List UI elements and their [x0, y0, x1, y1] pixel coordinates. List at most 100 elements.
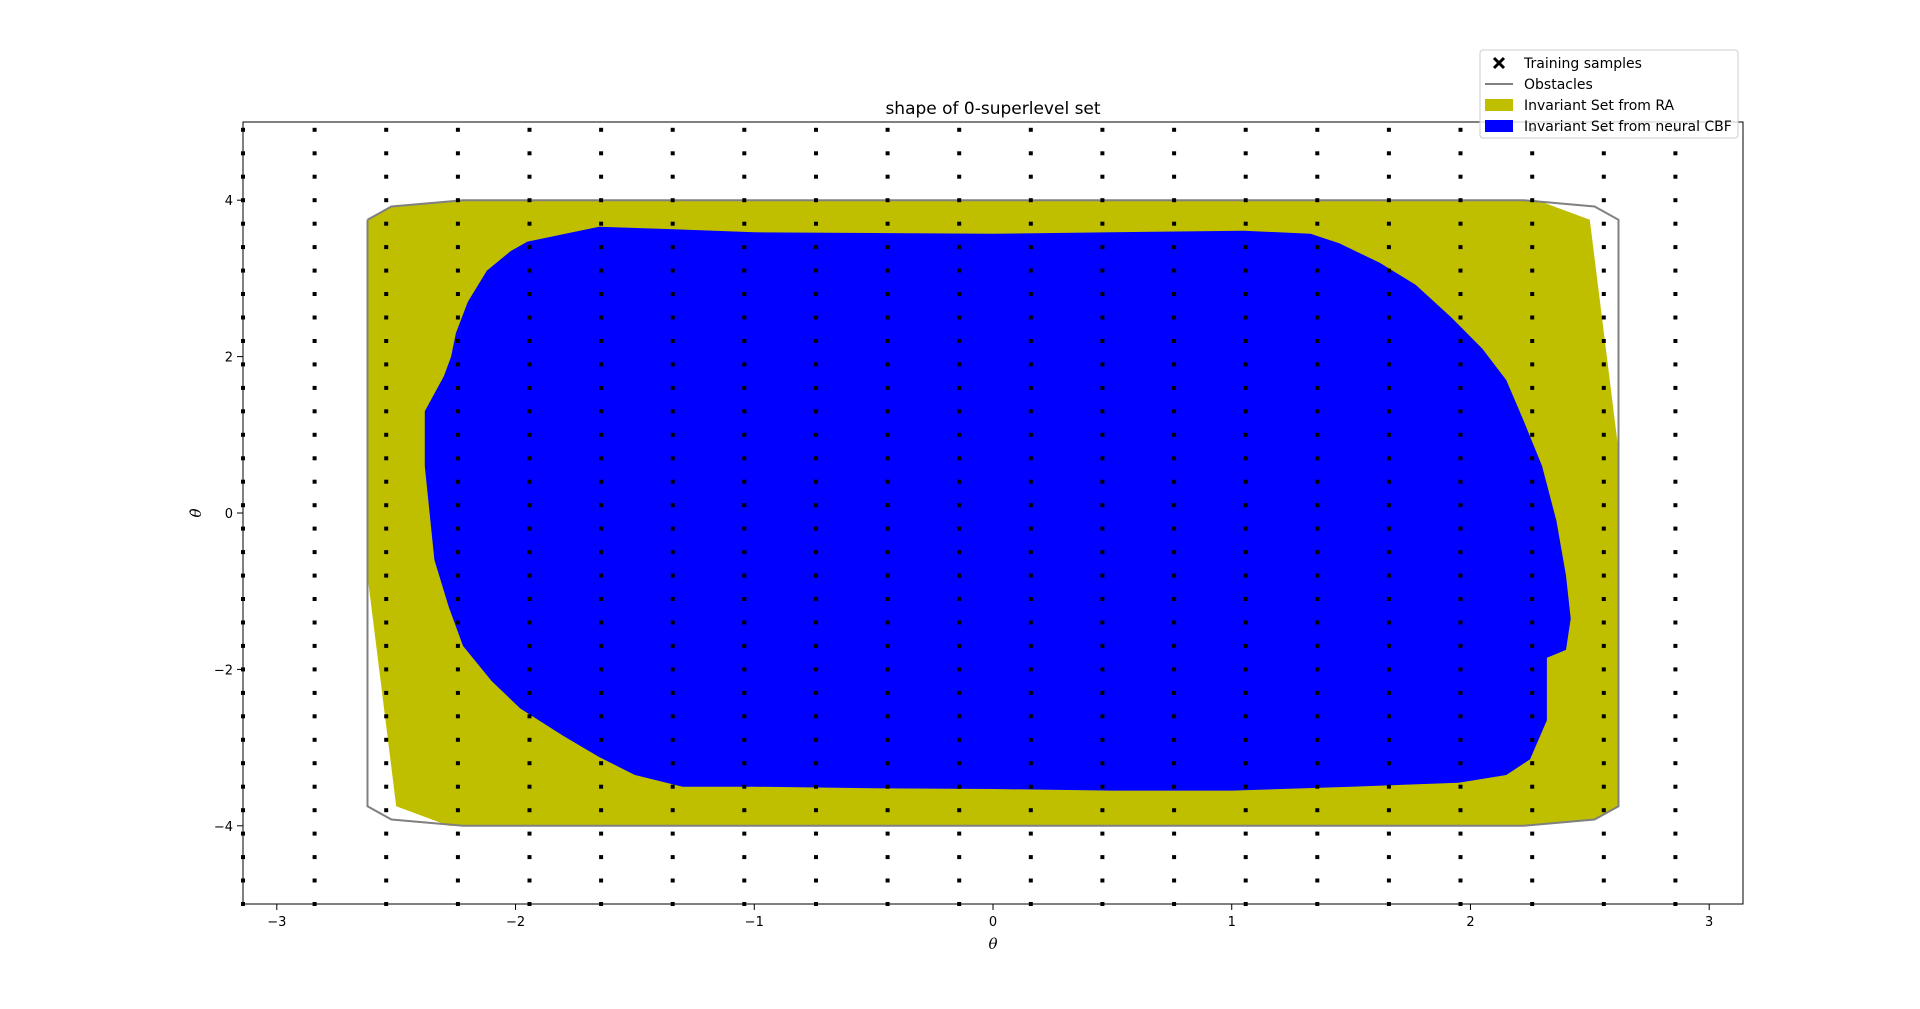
training-sample-point [1530, 432, 1535, 437]
training-sample-point [814, 221, 818, 226]
training-sample-point [527, 831, 532, 836]
training-sample-point [1386, 667, 1391, 672]
training-sample-point [670, 268, 675, 273]
training-sample-point [670, 151, 675, 156]
training-sample-point [312, 808, 317, 813]
training-sample-point [1028, 878, 1033, 883]
training-sample-point [1315, 385, 1320, 390]
training-sample-point [1172, 479, 1177, 484]
training-sample-point [599, 855, 604, 860]
training-sample-point [455, 151, 460, 156]
cbf-invariant-set-area [424, 226, 1571, 791]
training-sample-point [1530, 151, 1535, 156]
training-sample-point [670, 385, 675, 390]
training-sample-point [1243, 151, 1248, 156]
training-sample-point [1315, 690, 1320, 695]
training-sample-point [527, 456, 532, 461]
training-sample-point [1028, 362, 1033, 367]
training-sample-point [742, 784, 747, 789]
training-sample-point [885, 479, 890, 484]
training-sample-point [455, 385, 460, 390]
training-sample-point [1673, 831, 1678, 836]
training-sample-point [455, 127, 460, 132]
training-sample-point [1386, 245, 1391, 250]
training-sample-point [1100, 432, 1105, 437]
training-sample-point [312, 198, 317, 203]
training-sample-point [742, 479, 747, 484]
training-sample-point [384, 315, 389, 320]
training-sample-point [599, 432, 604, 437]
training-sample-point [599, 526, 604, 531]
training-sample-point [957, 737, 962, 742]
training-sample-point [957, 292, 962, 296]
training-sample-point [1315, 245, 1320, 250]
training-sample-point [455, 808, 460, 813]
training-sample-point [742, 690, 747, 695]
axis-ticks: −3 −2 −1 0 1 2 3 −4 −2 0 2 4 [214, 194, 1714, 930]
training-sample-point [1530, 385, 1535, 390]
training-sample-point [527, 268, 532, 273]
training-sample-point [1028, 432, 1033, 437]
training-sample-point [814, 620, 818, 625]
training-sample-point [1458, 385, 1463, 390]
training-sample-point [1386, 221, 1391, 226]
training-sample-point [1386, 855, 1391, 860]
training-sample-point [1386, 573, 1391, 578]
training-sample-point [1172, 831, 1177, 836]
training-sample-point [1028, 550, 1033, 555]
legend-patch-swatch [1485, 120, 1513, 132]
training-sample-point [742, 878, 747, 883]
training-sample-point [742, 737, 747, 742]
training-sample-point [384, 409, 389, 414]
chart-title: shape of 0-superlevel set [885, 99, 1100, 119]
training-sample-point [1028, 292, 1033, 296]
training-sample-point [1386, 597, 1391, 601]
training-sample-point [1386, 151, 1391, 156]
training-sample-point [957, 198, 962, 203]
training-sample-point [1243, 339, 1248, 343]
training-sample-point [1458, 268, 1463, 273]
training-sample-point [1601, 550, 1606, 555]
training-sample-point [1601, 315, 1606, 320]
training-sample-point [1601, 245, 1606, 250]
training-sample-point [384, 855, 389, 860]
training-sample-point [1243, 878, 1248, 883]
training-sample-point [1315, 432, 1320, 437]
training-sample-point [1386, 643, 1391, 648]
training-sample-point [312, 174, 317, 179]
training-sample-point [885, 174, 890, 179]
training-sample-point [957, 690, 962, 695]
training-sample-point [1243, 245, 1248, 250]
y-tick-label: −4 [214, 820, 233, 835]
training-sample-point [1673, 174, 1678, 179]
training-sample-point [670, 761, 675, 766]
training-sample-point [957, 409, 962, 414]
training-sample-point [814, 878, 818, 883]
training-sample-point [1601, 714, 1606, 719]
training-sample-point [1673, 714, 1678, 719]
training-sample-point [1172, 714, 1177, 719]
training-sample-point [1172, 643, 1177, 648]
training-sample-point [1315, 667, 1320, 672]
training-sample-point [1100, 385, 1105, 390]
training-sample-point [1601, 667, 1606, 672]
training-sample-point [384, 339, 389, 343]
training-sample-point [742, 221, 747, 226]
training-sample-point [1243, 714, 1248, 719]
training-sample-point [1315, 855, 1320, 860]
training-sample-point [1673, 456, 1678, 461]
training-sample-point [527, 221, 532, 226]
training-sample-point [1315, 362, 1320, 367]
training-sample-point [599, 245, 604, 250]
training-sample-point [384, 174, 389, 179]
training-sample-point [1100, 620, 1105, 625]
training-sample-point [527, 737, 532, 742]
training-sample-point [1100, 456, 1105, 461]
training-sample-point [599, 808, 604, 813]
training-sample-point [312, 667, 317, 672]
training-sample-point [1100, 878, 1105, 883]
training-sample-point [1315, 339, 1320, 343]
training-sample-point [1100, 643, 1105, 648]
training-sample-point [527, 503, 532, 508]
training-sample-point [599, 761, 604, 766]
